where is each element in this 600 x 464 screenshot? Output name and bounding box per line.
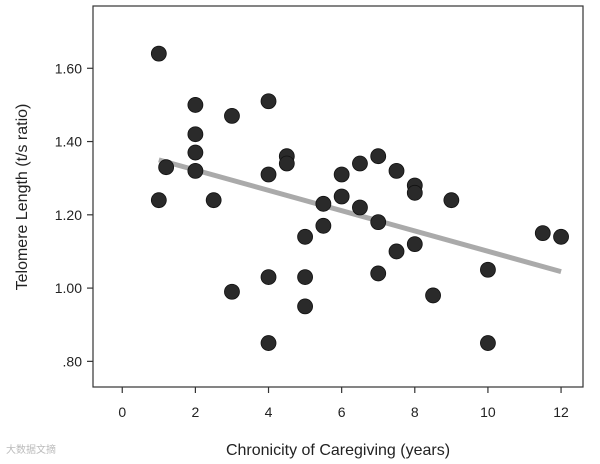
data-point [187,126,204,143]
x-tick-label: 2 [191,404,199,420]
data-point [370,214,387,231]
data-point [352,199,368,216]
data-point [480,335,496,351]
y-tick-label: 1.00 [55,280,82,296]
y-tick-label: 1.60 [55,60,82,76]
data-point [553,228,569,245]
data-point [150,192,167,209]
data-point [187,97,204,113]
y-tick-label: 1.40 [55,134,82,150]
data-point [158,159,175,176]
data-point [315,195,332,212]
data-point [297,228,313,245]
data-point [260,93,277,110]
x-tick-label: 12 [553,404,569,420]
x-tick-label: 0 [118,404,126,420]
axis-ticks: 0 2 4 6 8 10 12 .80 1.00 1.20 1.40 1.60 [55,60,569,420]
data-point [443,192,460,209]
data-point [370,265,387,282]
data-point [333,188,350,205]
data-point [406,236,423,253]
watermark: 大数据文摘 [6,441,56,456]
data-point [260,335,277,351]
data-point [425,287,441,304]
data-point [260,166,277,183]
data-point [388,162,405,179]
y-tick-label: .80 [63,353,83,369]
x-tick-label: 8 [411,404,419,420]
data-point [224,283,240,300]
data-point [278,155,295,172]
watermark-text: 大数据文摘 [6,445,56,456]
trendline-group [158,157,562,275]
y-tick-label: 1.20 [55,207,82,223]
data-point [297,298,313,315]
data-point [370,148,387,165]
y-axis-title: Telomere Length (t/s ratio) [14,104,31,291]
data-point [205,192,222,209]
data-point [150,45,167,62]
data-point [406,184,423,201]
x-axis-title: Chronicity of Caregiving (years) [226,442,450,459]
data-point [333,166,350,183]
data-points [150,45,569,351]
trendline [158,157,562,275]
data-point [187,144,204,161]
data-point [187,162,204,179]
x-tick-label: 10 [480,404,496,420]
x-tick-label: 6 [338,404,346,420]
data-point [352,155,368,172]
data-point [388,243,405,260]
data-point [480,261,496,278]
data-point [260,269,277,285]
x-tick-label: 4 [265,404,273,420]
data-point [297,269,313,285]
data-point [534,225,551,242]
data-point [224,108,240,124]
data-point [315,217,332,234]
